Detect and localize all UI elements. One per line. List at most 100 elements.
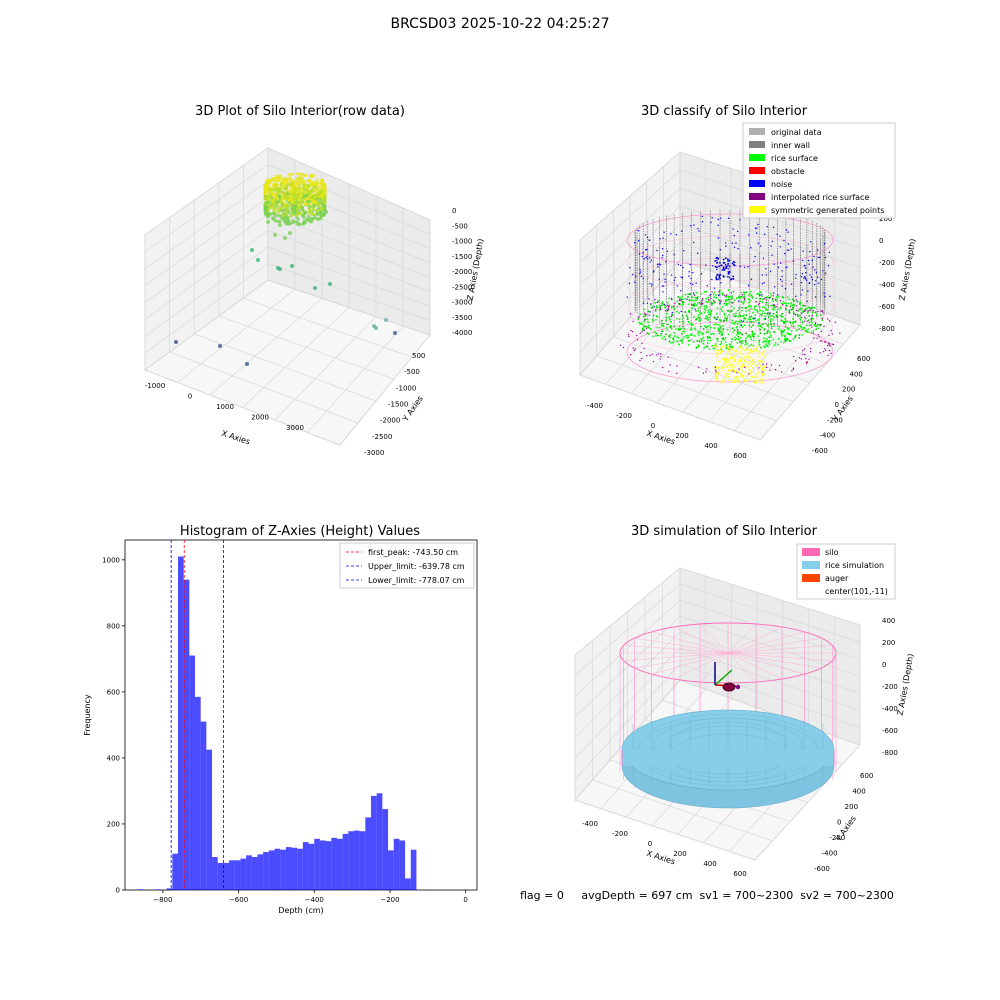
silo-roof-line — [651, 652, 729, 675]
rice-surface-point — [665, 319, 667, 322]
rice-surface-point — [752, 311, 754, 314]
rice-surface-point — [792, 311, 795, 314]
rice-surface-point — [664, 333, 667, 336]
noise-point — [815, 271, 818, 274]
noise-point — [811, 279, 814, 281]
symmetric-point — [755, 380, 758, 383]
rice-surface-point — [808, 314, 811, 317]
noise-point — [827, 264, 830, 267]
scatter-point — [295, 212, 299, 216]
rice-surface-point — [752, 332, 754, 335]
x-tick-label: 0 — [463, 896, 467, 904]
rice-surface-point — [727, 296, 730, 299]
symmetric-point — [734, 363, 737, 366]
noise-point — [720, 282, 722, 284]
rice-surface-point — [688, 298, 691, 301]
symmetric-point — [738, 371, 741, 374]
grid-line — [267, 147, 431, 221]
rice-surface-point — [813, 323, 816, 326]
scatter-point — [315, 197, 319, 201]
x-tick-label: −200 — [380, 896, 399, 904]
rice-surface-point — [790, 304, 792, 307]
rice-surface-point — [726, 315, 729, 318]
interpolated-point — [805, 357, 807, 360]
symmetric-point — [738, 381, 740, 384]
legend-label: original data — [771, 128, 822, 137]
rice-surface-point — [738, 341, 741, 343]
rice-surface-point — [713, 347, 716, 350]
rice-surface-point — [768, 336, 771, 339]
y-tick-label: 0 — [837, 819, 841, 827]
noise-point — [803, 277, 805, 279]
interpolated-point — [780, 371, 783, 373]
legend-label: Lower_limit: -778.07 cm — [368, 576, 465, 585]
y-tick-label: 800 — [107, 622, 120, 630]
rice-surface-point — [806, 330, 808, 333]
histogram-bar — [212, 856, 218, 890]
noise-point — [670, 233, 672, 235]
symmetric-point — [738, 356, 741, 359]
noise-point — [823, 242, 826, 245]
center-marker — [735, 684, 741, 690]
symmetric-point — [754, 358, 757, 361]
interpolated-point — [828, 342, 831, 345]
rice-surface-point — [741, 339, 744, 342]
rice-surface-point — [782, 341, 785, 344]
panel1-title: 3D Plot of Silo Interior(row data) — [195, 104, 405, 119]
noise-point — [680, 290, 682, 292]
rice-surface-point — [706, 325, 709, 328]
interpolated-point — [643, 347, 645, 350]
histogram-bar — [399, 840, 406, 890]
y-tick-label: -400 — [822, 850, 838, 858]
rice-surface-point — [659, 334, 662, 337]
scatter-point — [318, 202, 322, 206]
symmetric-point — [744, 365, 747, 368]
x-axis-label: Depth (cm) — [278, 906, 323, 915]
legend-label: inner wall — [771, 141, 810, 150]
noise-point — [711, 278, 713, 281]
rice-surface-point — [688, 309, 690, 312]
scatter-point — [328, 282, 332, 286]
symmetric-point — [733, 371, 736, 374]
scatter-point — [304, 185, 308, 189]
z-tick-label: -200 — [879, 259, 895, 267]
interpolated-point — [719, 300, 721, 302]
rice-surface-point — [703, 305, 705, 308]
symmetric-point — [744, 371, 746, 374]
noise-point — [661, 257, 663, 259]
rice-surface-point — [773, 322, 775, 325]
histogram-bar — [155, 889, 161, 890]
symmetric-point — [730, 379, 733, 382]
rice-surface-point — [706, 342, 709, 345]
scatter-point — [315, 178, 319, 182]
interpolated-point — [809, 347, 812, 350]
rice-surface-point — [786, 295, 789, 298]
y-tick-label: 400 — [107, 754, 120, 762]
symmetric-point — [714, 345, 717, 347]
rice-surface-point — [742, 319, 745, 322]
rice-surface-point — [743, 293, 746, 296]
rice-surface-point — [722, 328, 725, 331]
grid-line — [267, 246, 431, 307]
scatter-point — [324, 210, 328, 214]
z-tick-label: -400 — [879, 281, 895, 289]
rice-surface-point — [691, 299, 694, 302]
histogram-bar — [263, 852, 269, 890]
symmetric-point — [747, 351, 750, 354]
rice-surface-point — [715, 323, 718, 326]
rice-surface-point — [762, 323, 764, 326]
interpolated-point — [743, 298, 746, 301]
interpolated-point — [646, 354, 648, 357]
noise-point — [727, 268, 730, 270]
y-tick-label: 1000 — [102, 556, 120, 564]
rice-surface-point — [643, 320, 646, 323]
plot-frame — [124, 539, 478, 891]
rice-surface-point — [705, 300, 708, 303]
rice-surface-point — [646, 326, 648, 328]
rice-surface-point — [775, 311, 778, 314]
scatter-point — [270, 200, 274, 204]
rice-surface-point — [643, 308, 645, 311]
rice-surface-point — [776, 343, 779, 346]
rice-surface-point — [721, 333, 724, 336]
noise-point — [724, 242, 727, 244]
